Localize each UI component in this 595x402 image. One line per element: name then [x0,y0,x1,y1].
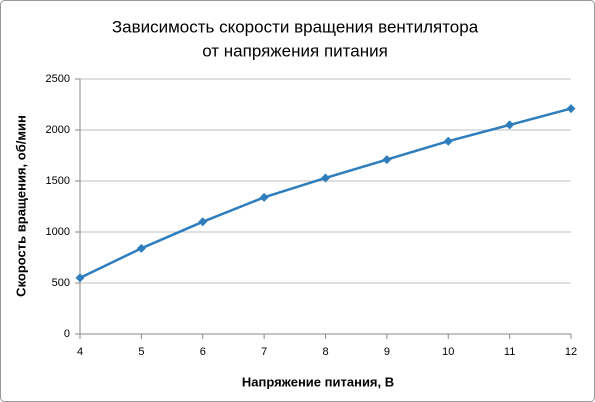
y-tick-label: 2500 [46,73,70,85]
data-point [321,173,330,183]
data-point [259,192,269,202]
x-axis-title: Напряжение питания, В [242,374,394,389]
chart-title: от напряжения питания [202,41,388,60]
data-point [136,243,146,253]
y-tick-label: 1500 [46,175,70,187]
y-tick-label: 1000 [46,226,70,238]
data-point [566,104,576,114]
x-tick-label: 10 [442,346,454,358]
x-tick-label: 8 [322,346,328,358]
x-tick-label: 11 [504,346,515,358]
x-tick-label: 4 [77,346,83,358]
data-point [75,273,85,283]
x-tick-label: 5 [138,346,144,358]
data-point [443,136,453,146]
x-tick-label: 7 [261,346,267,358]
x-tick-label: 6 [200,346,206,358]
data-point [198,217,208,227]
y-tick-label: 0 [64,328,70,340]
data-point [505,120,515,130]
chart-title: Зависимость скорости вращения вентилятор… [112,17,479,36]
x-tick-label: 9 [384,346,390,358]
data-point [382,155,392,165]
y-tick-label: 500 [52,277,70,289]
y-axis-title: Скорость вращения, об/мин [13,115,28,297]
x-tick-label: 12 [565,346,577,358]
y-tick-label: 2000 [46,124,70,136]
